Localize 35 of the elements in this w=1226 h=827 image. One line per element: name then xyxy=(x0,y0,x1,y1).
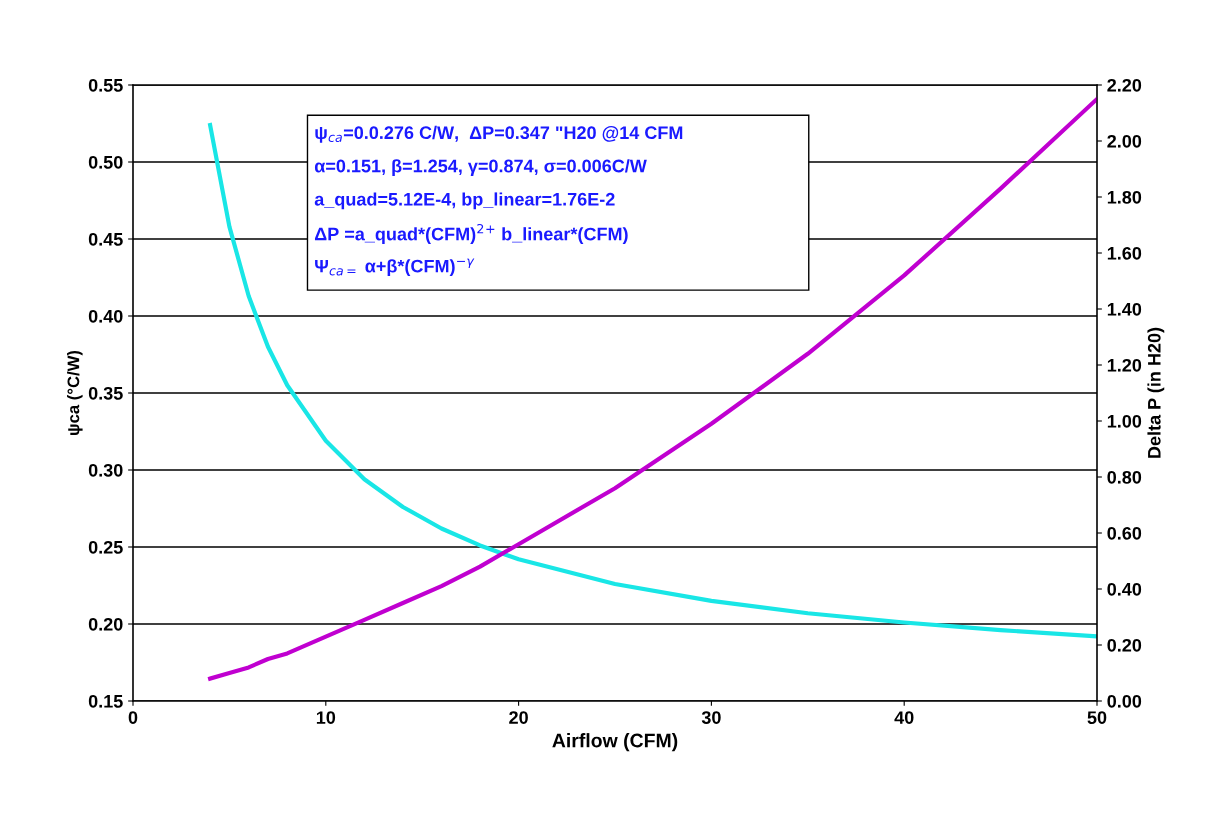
y2-tick-label: 2.20 xyxy=(1107,78,1142,92)
y2-tick-label: 1.20 xyxy=(1107,358,1142,372)
y2-tick-label: 0.60 xyxy=(1107,526,1142,540)
y-tick-label: 0.35 xyxy=(88,386,123,400)
y-tick-label: 0.15 xyxy=(88,694,123,708)
annotation: ψ$_{ca}$=0.0.276 C/W, ΔP=0.347 "H20 @14 CFM xyxy=(315,125,683,143)
x-tick-label: 0 xyxy=(128,711,138,724)
y2-tick-label: 0.80 xyxy=(1107,470,1142,484)
y2-tick-label: 0.20 xyxy=(1107,638,1142,652)
y2-tick-label: 1.40 xyxy=(1107,302,1142,316)
y2-tick-label: 1.00 xyxy=(1107,414,1142,428)
y-tick-label: 0.45 xyxy=(88,232,123,246)
y-axis-title: ψca (°C/W) xyxy=(67,350,83,435)
y-tick-label: 0.40 xyxy=(88,309,123,323)
x-axis-title: Airflow (CFM) xyxy=(552,733,678,752)
y-tick-label: 0.20 xyxy=(88,617,123,631)
y2-tick-label: 1.80 xyxy=(1107,190,1142,204)
y-tick-label: 0.30 xyxy=(88,463,123,477)
y2-tick-label: 1.60 xyxy=(1107,246,1142,260)
y2-tick-label: 0.00 xyxy=(1107,694,1142,708)
y-tick-label: 0.50 xyxy=(88,155,123,169)
annotation: a_quad=5.12E-4, bp_linear=1.76E-2 xyxy=(314,192,615,210)
y-tick-label: 0.55 xyxy=(88,78,123,92)
x-tick-label: 10 xyxy=(316,711,336,724)
annotation: α=0.151, β=1.254, γ=0.874, σ=0.006C/W xyxy=(314,159,647,176)
x-tick-label: 50 xyxy=(1087,711,1107,724)
annotation: Ψ$_{ca=}$ α+β*(CFM)$^{−γ}$ xyxy=(315,258,475,277)
annotation: ΔP =a_quad*(CFM)$^{2+}$ b_linear*(CFM) xyxy=(314,223,628,244)
y2-axis-title: Delta P (in H20) xyxy=(1147,327,1165,458)
x-tick-label: 30 xyxy=(701,711,721,725)
y2-tick-label: 0.40 xyxy=(1107,582,1142,596)
x-tick-label: 20 xyxy=(509,711,528,724)
x-tick-label: 40 xyxy=(894,711,914,724)
y-tick-label: 0.25 xyxy=(88,540,123,554)
y2-tick-label: 2.00 xyxy=(1107,134,1142,148)
